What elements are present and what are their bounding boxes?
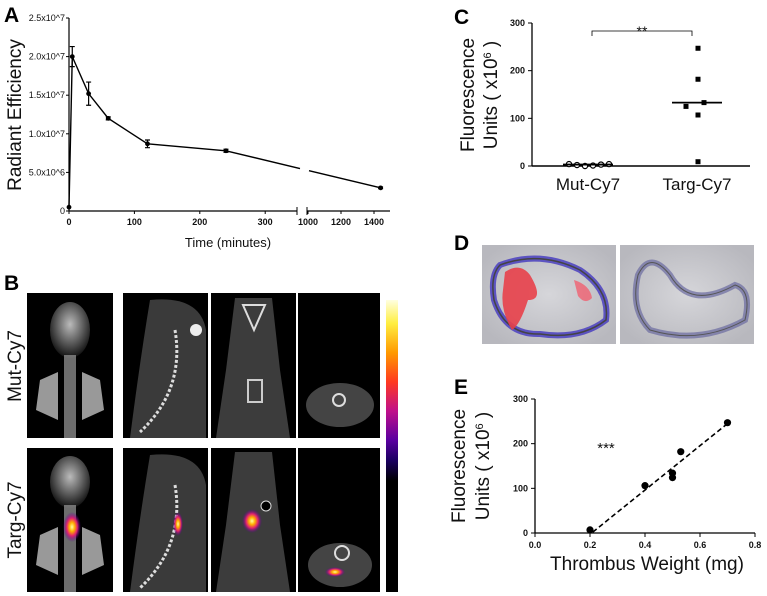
x-tick-label: 200 [192,217,207,227]
image-mut-3d-render [27,293,113,438]
image-mut-axial [298,293,380,438]
panel-b-imaging: Mut-Cy7 Targ-Cy7 [5,293,398,592]
x-tick-label: 1400 [364,217,384,227]
significance-marker: *** [597,440,615,457]
y-axis-label: Radiant Efficiency [5,39,26,191]
y-tick-label: 100 [513,483,528,493]
y-tick-label: 100 [510,113,525,123]
y-tick-label: 200 [510,66,525,76]
fit-line [592,422,729,533]
y-axis-label-line2: Units ( x106 ) [473,412,494,521]
data-point [695,76,701,82]
x-tick-label: 100 [127,217,142,227]
image-mut-sagittal [123,293,208,438]
thrombus-stain [502,267,538,330]
data-point [69,54,75,59]
y-tick-label: 2.5x10^7 [29,13,65,23]
row-label-mut: Mut-Cy7 [5,330,26,402]
histology-targeted [482,245,616,344]
x-tick-label: 0.0 [529,540,542,550]
color-scale-bar [386,300,398,592]
panel-letter-b: B [4,272,19,295]
data-point [668,474,677,482]
x-tick-label: 1200 [331,217,351,227]
category-label: Targ-Cy7 [663,175,732,194]
chart-e-fluorescence-vs-weight: 0 100 200 300 0.0 0.2 0.4 0.6 0.8 Thrombus Weight… [449,394,761,575]
series-line [308,170,381,189]
series-line [68,56,301,208]
panel-letter-c: C [454,6,469,29]
y-tick-label: 200 [513,439,528,449]
fluorescence-signal [173,512,183,536]
category-label: Mut-Cy7 [556,175,620,194]
y-axis-label-line2: Units ( x106 ) [481,41,502,150]
y-tick-label: 1.0x10^7 [29,129,65,139]
data-point [378,185,383,191]
image-targ-coronal [211,448,296,592]
data-point [223,148,229,154]
x-tick-label: 0.4 [639,540,652,550]
y-tick-label: 300 [513,394,528,404]
y-axis-label-line1: Fluorescence [458,38,479,152]
x-tick-label: 0 [66,217,71,227]
x-tick-label: 300 [258,217,273,227]
histology-control [620,245,754,344]
fluorescence-signal [242,509,262,533]
x-tick-label: 0.6 [694,540,707,550]
row-label-targ: Targ-Cy7 [5,481,26,558]
y-tick-label: 5.0x10^6 [29,167,65,177]
data-point [695,45,701,51]
x-tick-label: 0.8 [749,540,762,550]
image-targ-sagittal [123,448,208,592]
image-targ-axial [298,448,380,592]
data-point [586,526,594,534]
panel-d-histology [482,245,754,344]
data-point [66,204,72,210]
y-tick-label: 0 [520,161,525,171]
fluorescence-signal [325,567,345,577]
y-tick-label: 1.5x10^7 [29,90,65,100]
chart-a-radiant-efficiency: 0 5.0x10^6 1.0x10^7 1.5x10^7 2.0x10^7 2.5x10^… [5,13,390,250]
y-axis-label-line1: Fluorescence [449,409,470,523]
data-point [145,141,150,147]
significance-marker: ** [637,23,648,39]
y-tick-label: 0 [60,206,65,216]
panel-letter-d: D [454,232,469,255]
image-mut-coronal [211,293,296,438]
chart-c-fluorescence-comparison: 0 100 200 300 Fluorescence Units ( x106 ) Mut-… [458,18,750,194]
data-point [677,448,685,456]
fluorescence-signal [63,512,81,542]
data-point [86,91,92,97]
panel-letter-e: E [454,376,468,399]
x-axis-label: Thrombus Weight (mg) [550,554,744,575]
data-point [641,482,649,490]
data-point [723,419,732,427]
y-tick-label: 2.0x10^7 [29,52,65,62]
image-targ-3d-render [27,448,113,592]
data-point [683,103,689,109]
x-tick-label: 0.2 [584,540,597,550]
data-point [695,159,701,165]
x-tick-label: 1000 [298,217,318,227]
x-axis-label: Time (minutes) [185,235,271,250]
y-tick-label: 300 [510,18,525,28]
data-point [695,112,701,118]
panel-letter-a: A [4,4,19,27]
significance-bracket [591,30,693,36]
data-point [105,115,111,121]
y-tick-label: 0 [523,528,528,538]
